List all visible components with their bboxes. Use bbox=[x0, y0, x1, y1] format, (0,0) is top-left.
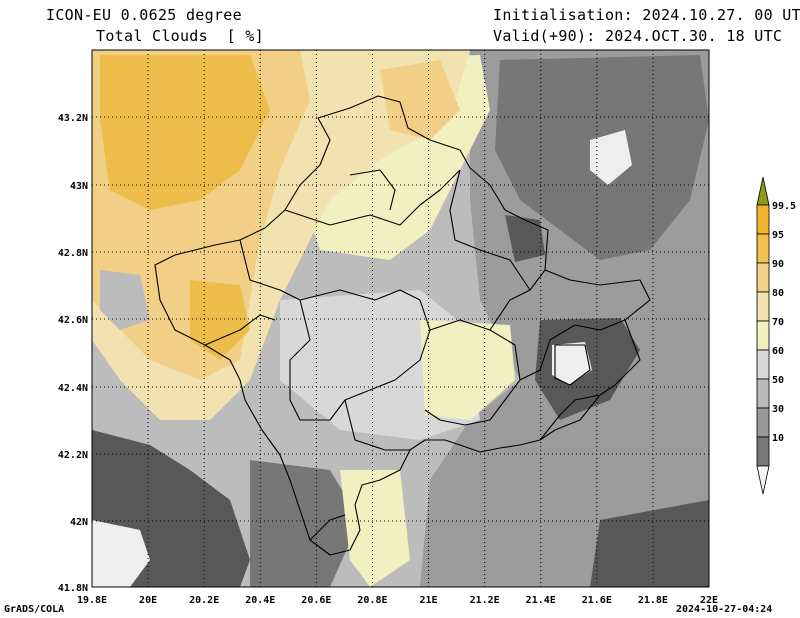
lat-tick-label: 42N bbox=[70, 517, 88, 528]
legend-label: 95 bbox=[772, 230, 784, 241]
legend-swatch bbox=[756, 407, 770, 438]
legend-label: 70 bbox=[772, 317, 784, 328]
field-west-gray bbox=[100, 270, 150, 330]
field-clear-3 bbox=[92, 520, 150, 587]
field-north-warm bbox=[380, 60, 460, 140]
inner-border-1 bbox=[284, 169, 461, 226]
lon-tick-label: 21.2E bbox=[470, 595, 500, 606]
lat-tick-label: 42.8N bbox=[58, 248, 88, 259]
admin-borders bbox=[154, 95, 651, 556]
inner-border-13 bbox=[554, 344, 591, 386]
field-central-pale bbox=[420, 320, 515, 420]
model-title: ICON-EU 0.0625 degree bbox=[46, 6, 242, 24]
valid-time: Valid(+90): 2024.OCT.30. 18 UTC bbox=[493, 27, 783, 45]
legend-swatch bbox=[756, 436, 770, 467]
field-clear-2 bbox=[552, 342, 592, 385]
lat-tick-label: 41.8N bbox=[58, 583, 88, 594]
longitude-labels: 19.8E 20E 20.2E 20.4E 20.6E 20.8E 21E 21.2E 21.4… bbox=[77, 595, 718, 606]
legend-bottom-arrow bbox=[756, 465, 770, 495]
lon-tick-label: 21.4E bbox=[526, 595, 556, 606]
lon-tick-label: 22E bbox=[700, 595, 718, 606]
lat-lon-grid bbox=[92, 50, 709, 587]
lon-tick-label: 20.4E bbox=[245, 595, 275, 606]
legend-swatch bbox=[756, 349, 770, 380]
inner-border-2 bbox=[239, 239, 421, 301]
lon-tick-label: 20.6E bbox=[301, 595, 331, 606]
outer-border bbox=[154, 95, 651, 556]
lon-tick-label: 21.8E bbox=[638, 595, 668, 606]
legend-label: 10 bbox=[772, 433, 784, 444]
lat-tick-label: 43.2N bbox=[58, 113, 88, 124]
legend-label: 60 bbox=[772, 346, 784, 357]
legend-swatch bbox=[756, 378, 770, 409]
footer-credit: GrADS/COLA bbox=[4, 604, 65, 615]
inner-border-9 bbox=[449, 169, 531, 291]
legend-label: 90 bbox=[772, 259, 784, 270]
lon-tick-label: 21.6E bbox=[582, 595, 612, 606]
cloud-cover-field bbox=[92, 50, 709, 587]
legend-label: 30 bbox=[772, 404, 784, 415]
inner-border-12 bbox=[309, 514, 346, 541]
inner-border-6 bbox=[344, 399, 410, 451]
field-south-darkest bbox=[590, 500, 709, 587]
field-nw-high bbox=[100, 55, 270, 210]
legend-swatch bbox=[756, 204, 770, 235]
lon-tick-label: 20E bbox=[139, 595, 157, 606]
legend-label: 50 bbox=[772, 375, 784, 386]
color-legend: 99.5 95 90 80 70 60 50 30 10 bbox=[756, 176, 796, 495]
footer-timestamp: 2024-10-27-04:24 bbox=[676, 604, 773, 615]
lon-tick-label: 20.2E bbox=[189, 595, 219, 606]
inner-border-5 bbox=[394, 329, 431, 381]
legend-top-arrow bbox=[756, 176, 770, 206]
lat-tick-label: 43N bbox=[70, 181, 88, 192]
inner-border-7 bbox=[489, 269, 546, 331]
latitude-labels: 43.2N 43N 42.8N 42.6N 42.4N 42.2N 42N 41.8N bbox=[58, 113, 88, 594]
inner-border-10 bbox=[349, 169, 396, 211]
legend-swatch bbox=[756, 233, 770, 264]
lon-tick-label: 19.8E bbox=[77, 595, 107, 606]
inner-border-11 bbox=[204, 314, 276, 346]
field-clear-1 bbox=[590, 130, 632, 185]
inner-border-3 bbox=[289, 299, 396, 421]
lat-tick-label: 42.4N bbox=[58, 383, 88, 394]
legend-label: 80 bbox=[772, 288, 784, 299]
initialisation-time: Initialisation: 2024.10.27. 00 UTC bbox=[493, 6, 800, 24]
lat-tick-label: 42.2N bbox=[58, 450, 88, 461]
lat-tick-label: 42.6N bbox=[58, 315, 88, 326]
field-dark-patch-2 bbox=[505, 215, 545, 262]
legend-swatch bbox=[756, 291, 770, 322]
lon-tick-label: 21E bbox=[420, 595, 438, 606]
legend-swatch bbox=[756, 262, 770, 293]
inner-border-14 bbox=[539, 394, 601, 441]
field-west-high bbox=[190, 280, 250, 360]
lon-tick-label: 20.8E bbox=[357, 595, 387, 606]
legend-label: 99.5 bbox=[772, 201, 796, 212]
inner-border-8 bbox=[519, 319, 626, 381]
field-title: Total Clouds [ %] bbox=[96, 27, 264, 45]
legend-swatch bbox=[756, 320, 770, 351]
